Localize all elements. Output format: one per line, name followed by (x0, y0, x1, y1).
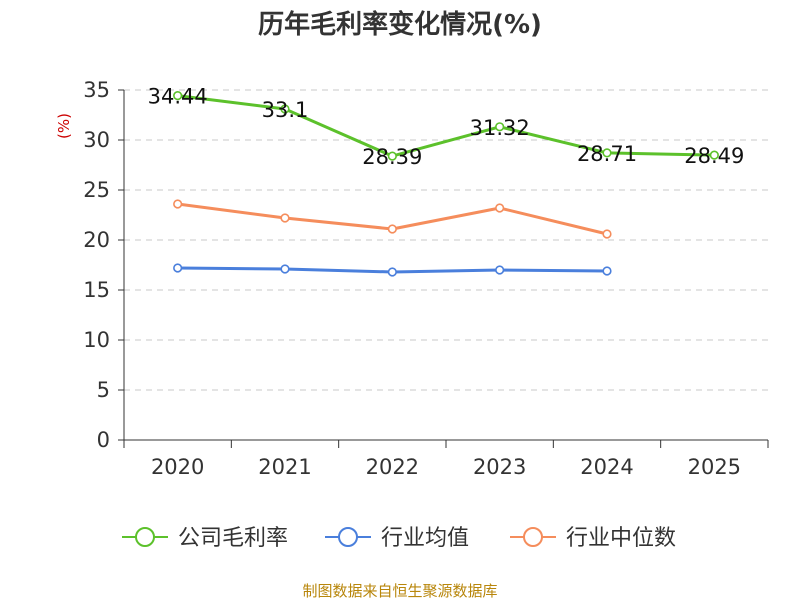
data-point[interactable] (602, 229, 612, 239)
data-point[interactable] (173, 199, 183, 209)
data-point[interactable] (709, 150, 719, 160)
legend-label: 行业均值 (381, 526, 469, 551)
data-point[interactable] (173, 263, 183, 273)
data-label: 34.44 (148, 85, 208, 109)
y-tick-label: 25 (83, 178, 110, 202)
y-tick-label: 20 (83, 228, 110, 252)
x-tick-label: 2021 (258, 455, 311, 479)
data-point[interactable] (280, 264, 290, 274)
data-point[interactable] (173, 90, 183, 101)
data-point[interactable] (602, 266, 612, 276)
data-label: 33.1 (262, 98, 309, 122)
x-tick-label: 2020 (151, 455, 204, 479)
y-tick-label: 35 (83, 78, 110, 102)
data-label: 28.49 (684, 144, 744, 168)
gridlines (124, 89, 768, 391)
source-note: 制图数据来自恒生聚源数据库 (302, 582, 497, 600)
series-line (177, 94, 715, 158)
legend-label: 公司毛利率 (178, 526, 288, 551)
chart-title: 历年毛利率变化情况(%) (258, 9, 542, 40)
x-tick-label: 2022 (366, 455, 419, 479)
x-tick-label: 2024 (580, 455, 633, 479)
data-point[interactable] (387, 151, 397, 161)
legend-marker (523, 527, 543, 547)
data-label: 28.39 (362, 145, 422, 169)
legend[interactable]: 公司毛利率 行业均值 行业中位数 (122, 526, 676, 551)
x-tick-label: 2025 (688, 455, 741, 479)
legend-marker (135, 527, 155, 547)
y-tick-label: 0 (97, 428, 110, 452)
data-labels: 34.44 33.1 28.39 31.32 28.71 28.49 (148, 85, 745, 170)
legend-item[interactable]: 行业均值 (325, 526, 469, 551)
data-point[interactable] (495, 203, 505, 213)
data-point[interactable] (387, 267, 397, 277)
data-point[interactable] (495, 122, 505, 132)
y-tick-label: 30 (83, 128, 110, 152)
y-tick-label: 15 (83, 278, 110, 302)
legend-item[interactable]: 行业中位数 (510, 526, 676, 551)
y-tick-label: 10 (83, 328, 110, 352)
y-tick-label: 5 (97, 378, 110, 402)
series-lines (173, 90, 719, 277)
legend-item[interactable]: 公司毛利率 (122, 526, 288, 551)
legend-marker (338, 527, 358, 547)
data-label: 31.32 (470, 116, 530, 140)
y-axis-label: (%) (55, 113, 73, 139)
data-point[interactable] (602, 148, 612, 158)
data-point[interactable] (280, 213, 290, 223)
data-point[interactable] (387, 224, 397, 234)
data-label: 28.71 (577, 142, 637, 166)
data-point[interactable] (495, 265, 505, 275)
data-point[interactable] (280, 104, 290, 114)
x-tick-label: 2023 (473, 455, 526, 479)
legend-label: 行业中位数 (566, 526, 676, 551)
